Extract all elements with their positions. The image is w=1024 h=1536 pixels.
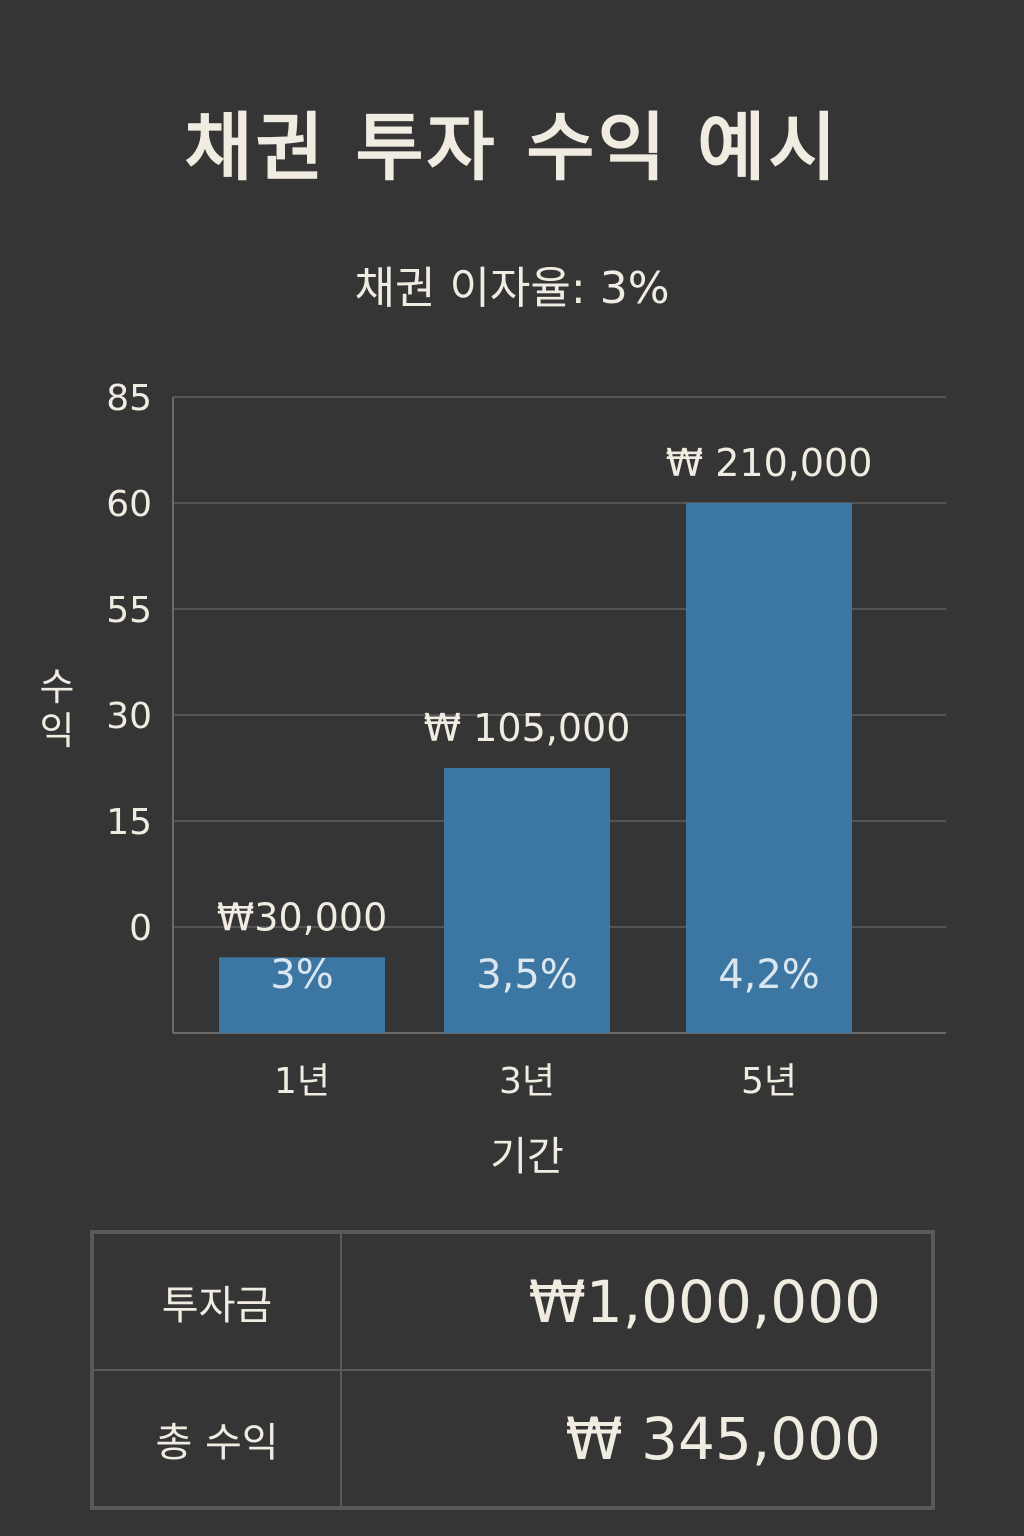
bar xyxy=(686,503,852,1033)
bar-chart: 85 60 55 30 15 0 ₩30,000 3% 1년 ₩ 105,000 3,5% 3년 ₩ 2… xyxy=(40,378,946,1180)
summary-table: 투자금 ₩1,000,000 총 수익 ₩ 345,000 xyxy=(90,1230,935,1510)
x-axis-title: 기간 xyxy=(490,1134,564,1180)
chart-subtitle: 채권 이자율: 3% xyxy=(354,263,670,314)
bar-value-label: ₩ 105,000 xyxy=(424,706,631,750)
total-return-label: 총 수익 xyxy=(92,1369,342,1508)
summary-row-investment: 투자금 ₩1,000,000 xyxy=(92,1232,933,1371)
y-tick-label: 15 xyxy=(106,802,152,843)
total-return-value: ₩ 345,000 xyxy=(340,1369,933,1508)
bar-value-label: ₩30,000 xyxy=(217,895,388,939)
x-tick-label: 3년 xyxy=(499,1061,555,1102)
y-tick-label: 30 xyxy=(106,696,152,737)
investment-value: ₩1,000,000 xyxy=(340,1232,933,1371)
bar-value-label: ₩ 210,000 xyxy=(666,441,873,485)
summary-row-total-return: 총 수익 ₩ 345,000 xyxy=(92,1369,933,1508)
x-tick-label: 5년 xyxy=(741,1061,797,1102)
investment-label: 투자금 xyxy=(92,1232,342,1371)
bar xyxy=(219,957,385,1033)
bar xyxy=(444,768,610,1033)
x-tick-label: 1년 xyxy=(274,1061,330,1102)
y-tick-label: 85 xyxy=(106,378,152,419)
y-tick-label: 60 xyxy=(106,484,152,525)
bar-rate-label: 3,5% xyxy=(476,952,578,998)
y-tick-label: 55 xyxy=(106,590,152,631)
y-tick-label: 0 xyxy=(129,908,152,949)
bar-rate-label: 3% xyxy=(270,952,333,998)
bar-rate-label: 4,2% xyxy=(718,952,820,998)
chart-title: 채권 투자 수익 예시 xyxy=(184,105,840,191)
